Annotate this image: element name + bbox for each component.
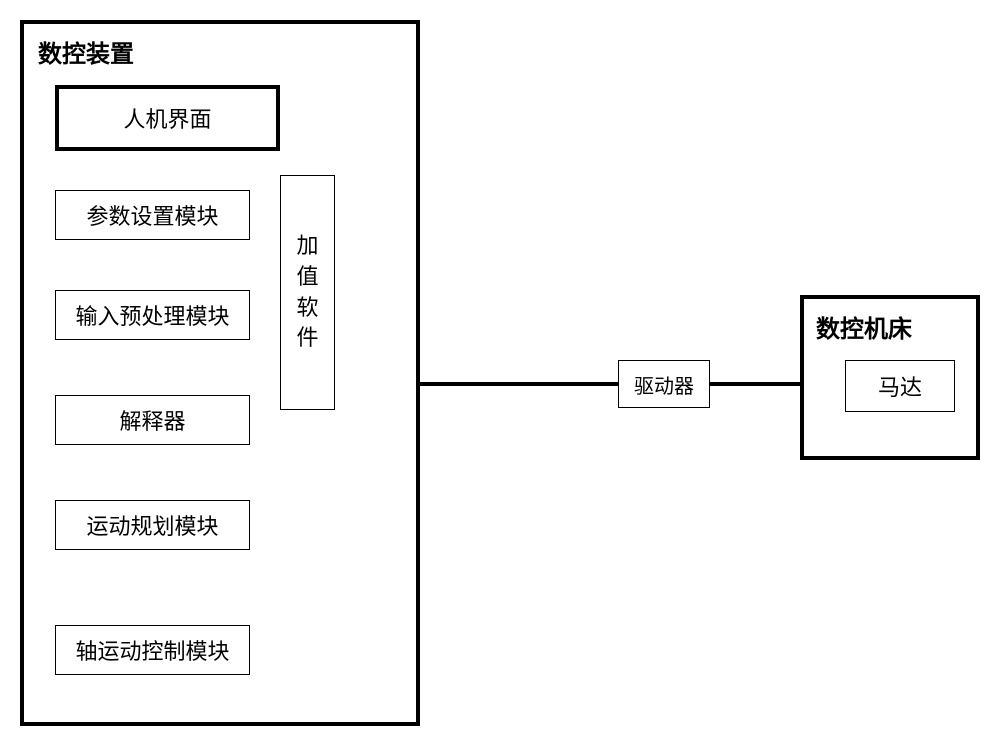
preproc-box: 输入预处理模块 bbox=[55, 290, 250, 340]
valueadd-box: 加 值 软 件 bbox=[280, 175, 335, 410]
valueadd-char-0: 加 bbox=[296, 231, 318, 262]
controller-title: 数控装置 bbox=[38, 34, 134, 69]
preproc-label: 输入预处理模块 bbox=[75, 299, 229, 331]
hmi-box: 人机界面 bbox=[55, 85, 280, 151]
edge-controller-to-driver bbox=[420, 382, 618, 386]
motionplan-label: 运动规划模块 bbox=[86, 509, 218, 541]
edge-driver-to-machine bbox=[710, 382, 800, 386]
valueadd-char-2: 软 bbox=[296, 293, 318, 324]
hmi-label: 人机界面 bbox=[123, 102, 211, 134]
interp-label: 解释器 bbox=[119, 404, 185, 436]
machine-title: 数控机床 bbox=[816, 309, 912, 344]
valueadd-char-3: 件 bbox=[296, 323, 318, 354]
motor-box: 马达 bbox=[845, 360, 955, 412]
valueadd-char-1: 值 bbox=[296, 262, 318, 293]
valueadd-label: 加 值 软 件 bbox=[296, 231, 318, 354]
axisctrl-box: 轴运动控制模块 bbox=[55, 625, 250, 675]
motionplan-box: 运动规划模块 bbox=[55, 500, 250, 550]
param-box: 参数设置模块 bbox=[55, 190, 250, 240]
motor-label: 马达 bbox=[878, 370, 922, 402]
driver-label: 驱动器 bbox=[634, 370, 694, 399]
param-label: 参数设置模块 bbox=[86, 199, 218, 231]
driver-box: 驱动器 bbox=[618, 360, 710, 408]
interp-box: 解释器 bbox=[55, 395, 250, 445]
axisctrl-label: 轴运动控制模块 bbox=[75, 634, 229, 666]
